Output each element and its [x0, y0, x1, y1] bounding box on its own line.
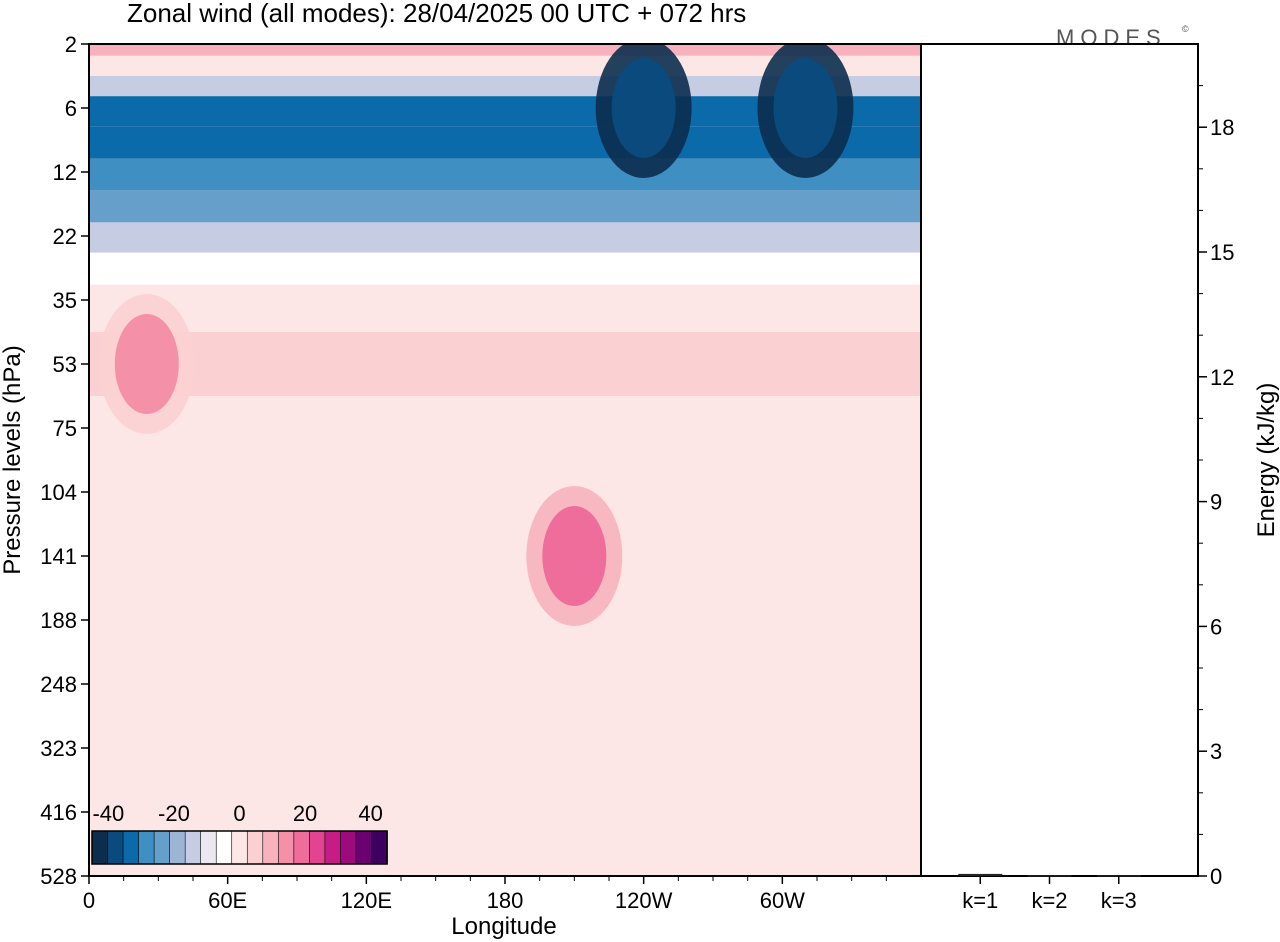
x-tick-label: 120E: [341, 888, 392, 913]
y-tick-label: 2: [65, 32, 77, 57]
colorbar: -40 -20 0 20 40: [91, 801, 388, 865]
energy-y-tick-label: 15: [1210, 240, 1234, 265]
x-tick-label: 0: [83, 888, 95, 913]
energy-y-axis-label: Energy (kJ/kg): [1253, 383, 1280, 538]
x-tick-label: 60E: [208, 888, 247, 913]
energy-frame: [920, 43, 1199, 877]
colorbar-cell: [153, 830, 171, 865]
y-tick-label: 416: [40, 800, 77, 825]
colorbar-frame: [91, 830, 388, 865]
heatmap-feature: [611, 58, 676, 158]
y-tick-label: 12: [53, 160, 77, 185]
heatmap-band: [89, 524, 921, 588]
heatmap-band: [89, 222, 921, 253]
heatmap-band: [89, 460, 921, 524]
y-tick-label: 528: [40, 864, 77, 889]
colorbar-cell: [293, 830, 311, 865]
colorbar-cell: [138, 830, 155, 865]
colorbar-cell: [169, 830, 186, 865]
x-axis-label: Longitude: [451, 913, 556, 940]
heatmap-feature: [114, 314, 179, 414]
energy-y-tick-label: 0: [1210, 864, 1222, 889]
heatmap-band: [89, 190, 921, 223]
y-tick-label: 75: [53, 416, 77, 441]
colorbar-cell: [278, 830, 295, 865]
heatmap-band: [89, 716, 921, 780]
y-tick-label: 6: [65, 96, 77, 121]
heatmap-band: [89, 55, 921, 76]
y-tick-label: 141: [40, 544, 77, 569]
heatmap-band: [89, 252, 921, 285]
energy-y-tick-label: 6: [1210, 614, 1222, 639]
x-tick-label: 60W: [760, 888, 805, 913]
y-tick-label: 53: [53, 352, 77, 377]
colorbar-tick-label: 40: [358, 801, 382, 826]
energy-x-tick-label: k=2: [1031, 888, 1067, 913]
colorbar-cell: [91, 830, 109, 865]
colorbar-cell: [122, 830, 140, 865]
brand-mark: ©: [1182, 24, 1189, 34]
colorbar-tick-label: 0: [233, 801, 245, 826]
colorbar-cell: [231, 830, 249, 865]
energy-bar: [1027, 875, 1072, 877]
colorbar-cell: [262, 830, 280, 865]
zonal-wind-heatmap: 0 60E 120E 180 120W 60W 2 6 12 22 35 53 75 104 141 188…: [0, 32, 922, 940]
colorbar-cell: [371, 830, 388, 865]
heatmap-band: [89, 396, 921, 460]
heatmap-band: [89, 588, 921, 652]
y-tick-label: 248: [40, 672, 77, 697]
colorbar-cell: [309, 830, 326, 865]
colorbar-cell: [355, 830, 373, 865]
y-tick-label: 188: [40, 608, 77, 633]
heatmap-band: [89, 76, 921, 97]
y-tick-label: 22: [53, 224, 77, 249]
colorbar-cell: [340, 830, 357, 865]
colorbar-cell: [324, 830, 342, 865]
colorbar-tick-label: 20: [293, 801, 317, 826]
energy-y-tick-label: 3: [1210, 739, 1222, 764]
heatmap-feature: [773, 58, 838, 158]
heatmap-band: [89, 332, 921, 396]
energy-bar: [1096, 875, 1141, 877]
colorbar-cell: [246, 830, 264, 865]
heatmap-band: [89, 652, 921, 716]
y-tick-label: 323: [40, 736, 77, 761]
heatmap-band: [89, 44, 921, 56]
x-tick-label: 180: [487, 888, 524, 913]
energy-x-tick-label: k=1: [962, 888, 998, 913]
chart-title: Zonal wind (all modes): 28/04/2025 00 UT…: [127, 0, 746, 28]
energy-y-tick-label: 18: [1210, 115, 1234, 140]
y-tick-label: 35: [53, 288, 77, 313]
energy-bar-chart: 0 3 6 9 12 15 18 k=1 k=2 k=3 Energy (kJ/kg): [920, 43, 1280, 913]
y-axis-label: Pressure levels (hPa): [0, 345, 26, 574]
energy-y-tick-label: 9: [1210, 490, 1222, 515]
energy-bar: [958, 873, 1003, 876]
heatmap-band: [89, 284, 921, 332]
x-tick-label: 120W: [615, 888, 673, 913]
energy-x-tick-label: k=3: [1101, 888, 1137, 913]
colorbar-cell: [107, 830, 124, 865]
energy-y-tick-label: 12: [1210, 365, 1234, 390]
y-tick-label: 104: [40, 480, 77, 505]
colorbar-cell: [200, 830, 218, 865]
colorbar-cell: [184, 830, 202, 865]
colorbar-tick-label: -20: [158, 801, 190, 826]
colorbar-tick-label: -40: [92, 801, 124, 826]
heatmap-feature: [542, 506, 607, 606]
colorbar-cell: [215, 830, 233, 865]
